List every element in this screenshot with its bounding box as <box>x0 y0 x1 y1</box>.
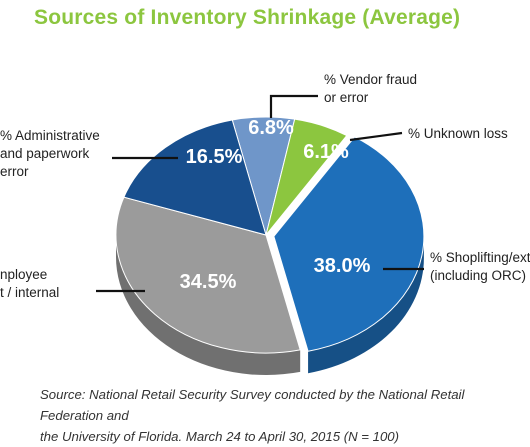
pie-slice <box>115 196 301 354</box>
callout-label: nployee <box>0 267 47 282</box>
callout-label: % Vendor fraud <box>324 72 417 87</box>
slice-percent-label: 16.5% <box>186 146 243 168</box>
callout-line <box>349 131 403 142</box>
pie-slice <box>273 136 425 352</box>
pie-depth <box>116 235 424 375</box>
callout-label: % Unknown loss <box>408 126 508 141</box>
callout-line <box>269 94 318 118</box>
chart-title: Sources of Inventory Shrinkage (Average) <box>34 6 461 29</box>
pie-slice <box>265 118 348 236</box>
pie-slice-side <box>116 235 301 375</box>
pie-slice <box>123 119 267 236</box>
callout-label: (including ORC) <box>430 268 526 283</box>
source-note: Source: National Retail Security Survey … <box>40 384 520 447</box>
slice-percent-label: 6.1% <box>303 141 349 163</box>
callout-label: error <box>0 164 29 179</box>
callout-label: % Administrative <box>0 128 100 143</box>
pie-slices <box>115 116 425 354</box>
callout-label: % Shoplifting/ext <box>430 250 530 265</box>
source-line: Source: National Retail Security Survey … <box>40 387 465 423</box>
slice-percent-label: 6.8% <box>248 117 294 139</box>
callout-label: or error <box>324 90 369 105</box>
callout-label: and paperwork <box>0 146 90 161</box>
pie-slice-side <box>308 236 424 374</box>
source-line: the University of Florida. March 24 to A… <box>40 429 400 444</box>
slice-percent-label: 38.0% <box>314 255 371 277</box>
pie-percent-labels: 6.8% 6.1% 38.0% 34.5% 16.5% <box>180 117 371 293</box>
slice-percent-label: 34.5% <box>180 271 237 293</box>
pie-callouts: % Vendor fraud or error % Unknown loss % Sh… <box>0 72 530 300</box>
callout-label: t / internal <box>0 285 59 300</box>
